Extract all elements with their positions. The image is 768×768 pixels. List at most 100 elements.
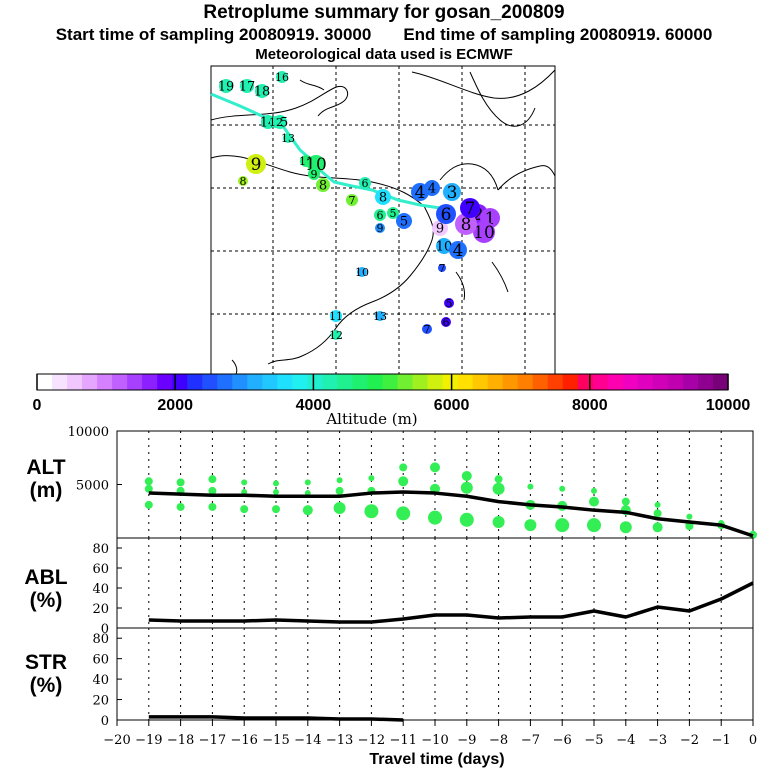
- altitude-dot: [430, 462, 440, 473]
- altitude-dot: [396, 506, 411, 521]
- map-marker-label: 3: [447, 183, 458, 203]
- str-label-name: STR: [25, 651, 67, 674]
- map-marker-dot: [443, 183, 461, 201]
- map-marker-dot: [316, 178, 330, 192]
- altitude-dot: [398, 476, 409, 487]
- colorbar-cell: [457, 374, 474, 390]
- altitude-dot: [368, 475, 375, 482]
- map-marker-dot: [375, 223, 385, 233]
- altitude-dot: [555, 518, 570, 533]
- map-marker-label: 8: [319, 179, 327, 194]
- colorbar-cell: [532, 374, 549, 390]
- altitude-dot: [527, 483, 534, 490]
- map-marker: 9: [375, 222, 385, 235]
- map-marker-label: 8: [461, 215, 472, 235]
- altitude-dot: [304, 479, 311, 486]
- map-marker: 6: [359, 177, 371, 190]
- colorbar-cell: [607, 374, 624, 390]
- altitude-dot: [333, 502, 346, 515]
- colorbar-cell: [517, 374, 534, 390]
- map-marker: 9: [246, 154, 266, 175]
- altitude-dot: [144, 500, 153, 509]
- colorbar-cell: [427, 374, 444, 390]
- altitude-dot: [492, 515, 505, 528]
- y-tick-label: 5000: [76, 479, 109, 494]
- map-marker: 10: [436, 238, 452, 255]
- colorbar-cell: [97, 374, 113, 390]
- altitude-dot: [273, 488, 279, 495]
- str-panel-label: STR (%): [6, 651, 86, 697]
- altitude-dot: [302, 505, 313, 516]
- map-marker-label: 5: [400, 215, 408, 230]
- altitude-dot: [459, 512, 474, 527]
- x-tick-label: 0: [749, 733, 757, 748]
- y-tick-label: 40: [92, 673, 109, 688]
- map-marker-label: 12: [329, 329, 343, 342]
- colorbar-tick-label: 0: [33, 397, 42, 414]
- colorbar-cell: [112, 374, 128, 390]
- colorbar-tick-label: 4000: [296, 397, 332, 414]
- map-marker-dot: [375, 189, 391, 205]
- map-marker-dot: [240, 79, 254, 93]
- map-marker-label: 2: [473, 205, 484, 225]
- x-tick-label: −9: [457, 733, 476, 748]
- altitude-dot: [336, 477, 343, 484]
- abl-panel-label: ABL (%): [6, 566, 86, 612]
- map-marker-label: 9: [311, 168, 318, 181]
- map-marker: 8: [316, 178, 330, 194]
- map-marker-dot: [424, 180, 440, 196]
- colorbar-cell: [352, 374, 369, 390]
- altitude-dot: [653, 509, 662, 518]
- map-marker-dot: [330, 310, 342, 322]
- y-tick-label: 80: [92, 632, 109, 647]
- colorbar-cell: [682, 374, 699, 390]
- map-marker-dot: [375, 311, 385, 321]
- colorbar-cell: [637, 374, 654, 390]
- map-marker: 12: [269, 116, 283, 129]
- map-marker-dot: [219, 79, 233, 93]
- altitude-dot: [559, 485, 566, 492]
- end-time-label: End time of sampling 20080919. 60000: [403, 25, 713, 44]
- start-time-label: Start time of sampling 20080919. 30000: [55, 25, 372, 44]
- altitude-dot: [461, 470, 472, 481]
- map-marker-dot: [422, 324, 432, 334]
- altitude-dot: [208, 502, 217, 511]
- map-marker: 7: [460, 198, 480, 219]
- x-axis: −20 −19 −18 −17 −16 −15 −14 −13 −12 −11 −10 −9 −8 −7−…: [103, 720, 757, 748]
- map-marker-label: 7: [439, 262, 446, 275]
- map-marker: 3: [443, 183, 461, 203]
- altitude-dot: [428, 510, 442, 525]
- map-marker: 7: [438, 262, 446, 275]
- x-tick-label: −17: [199, 733, 226, 748]
- map-marker: 9: [308, 168, 320, 181]
- map-marker: 13: [281, 132, 295, 145]
- colorbar-cell: [472, 374, 489, 390]
- map-marker: 12: [329, 329, 343, 342]
- map-marker: 5: [396, 213, 412, 230]
- map-marker: 10: [355, 266, 369, 279]
- map-marker-dot: [455, 213, 477, 235]
- x-tick-label: −2: [680, 733, 699, 748]
- x-tick-label: −12: [358, 733, 385, 748]
- y-tick-label: 80: [92, 542, 109, 557]
- colorbar-cell: [697, 374, 714, 390]
- x-tick-label: −18: [167, 733, 194, 748]
- altitude-dot: [273, 480, 279, 487]
- altitude-dot: [494, 475, 503, 484]
- x-tick-label: −7: [521, 733, 540, 748]
- x-tick-label: −16: [230, 733, 257, 748]
- map-marker-label: 9: [251, 155, 262, 175]
- colorbar-tick-label: 6000: [434, 397, 470, 414]
- altitude-dot: [208, 486, 217, 495]
- colorbar-cell: [667, 374, 684, 390]
- x-tick-label: −14: [294, 733, 321, 748]
- abl-panel: 80 60 40 20 0: [92, 537, 754, 637]
- map-marker-label: 18: [254, 85, 271, 100]
- map-marker-label: 10: [355, 266, 369, 279]
- map-marker: 13: [373, 310, 387, 323]
- map-marker-dot: [346, 194, 358, 206]
- colorbar-cell: [547, 374, 564, 390]
- altitude-dot: [654, 501, 661, 508]
- x-tick-label: −3: [648, 733, 667, 748]
- map-marker-dot: [270, 116, 282, 128]
